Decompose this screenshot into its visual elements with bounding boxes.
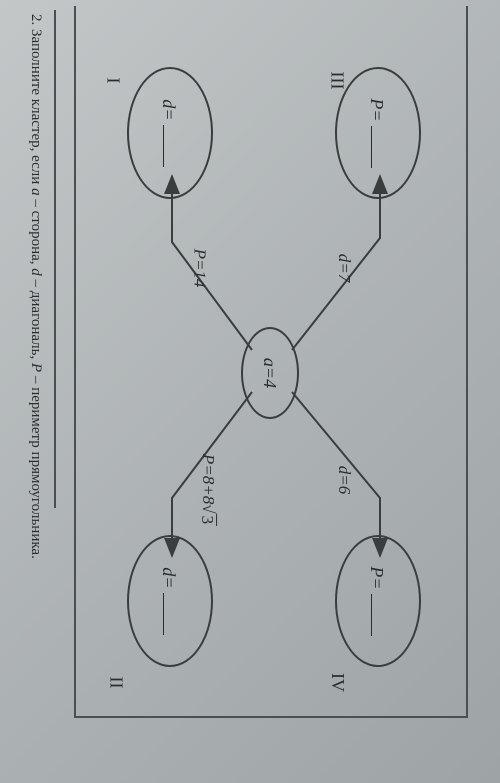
node-II-roman: II bbox=[106, 677, 127, 689]
sqrt-icon: √3 bbox=[199, 504, 217, 526]
prompt-d3: – периметр прямоугольника. bbox=[28, 376, 44, 559]
edge-label-II: P=8+8√3 bbox=[198, 454, 218, 526]
node-IV-blank[interactable] bbox=[371, 594, 390, 636]
node-I-blank[interactable] bbox=[163, 125, 182, 167]
page-rule bbox=[54, 10, 56, 508]
node-III-blank[interactable] bbox=[371, 126, 390, 168]
node-II-blank[interactable] bbox=[163, 593, 182, 635]
node-IV-prefix: P= bbox=[366, 566, 387, 589]
node-I: d= bbox=[131, 67, 213, 195]
prompt-d1: – сторона, bbox=[28, 199, 44, 268]
prompt-d2: – диагональ, bbox=[28, 280, 44, 364]
node-II: d= bbox=[131, 535, 213, 663]
center-label: a=4 bbox=[260, 358, 281, 388]
var-P: P bbox=[28, 363, 44, 372]
node-III-prefix: P= bbox=[366, 98, 387, 121]
node-III: P= bbox=[339, 67, 421, 195]
center-node: a=4 bbox=[245, 327, 299, 415]
edge-II-radicand: 3 bbox=[199, 514, 217, 527]
page-background: 2. Заполните кластер, если a – сторона, … bbox=[0, 0, 500, 783]
node-IV: P= bbox=[339, 535, 421, 663]
frame-rule-left bbox=[74, 6, 76, 718]
node-I-prefix: d= bbox=[158, 99, 179, 120]
problem-prompt: 2. Заполните кластер, если a – сторона, … bbox=[27, 14, 44, 474]
node-IV-roman: IV bbox=[327, 673, 348, 692]
prompt-prefix: Заполните кластер, если bbox=[28, 29, 44, 188]
edge-label-III: d=7 bbox=[334, 254, 354, 282]
var-a: a bbox=[28, 188, 44, 196]
worksheet: 2. Заполните кластер, если a – сторона, … bbox=[0, 0, 500, 783]
edge-II-prefix: P=8+8 bbox=[199, 454, 218, 504]
frame-rule-right bbox=[466, 6, 468, 718]
edge-label-IV: d=6 bbox=[334, 466, 354, 494]
problem-number: 2. bbox=[28, 14, 44, 25]
var-d: d bbox=[28, 268, 44, 276]
node-I-roman: I bbox=[103, 78, 124, 84]
frame-rule-bottom bbox=[74, 716, 466, 718]
edge-label-I: P=14 bbox=[189, 249, 209, 288]
node-II-prefix: d= bbox=[158, 567, 179, 588]
